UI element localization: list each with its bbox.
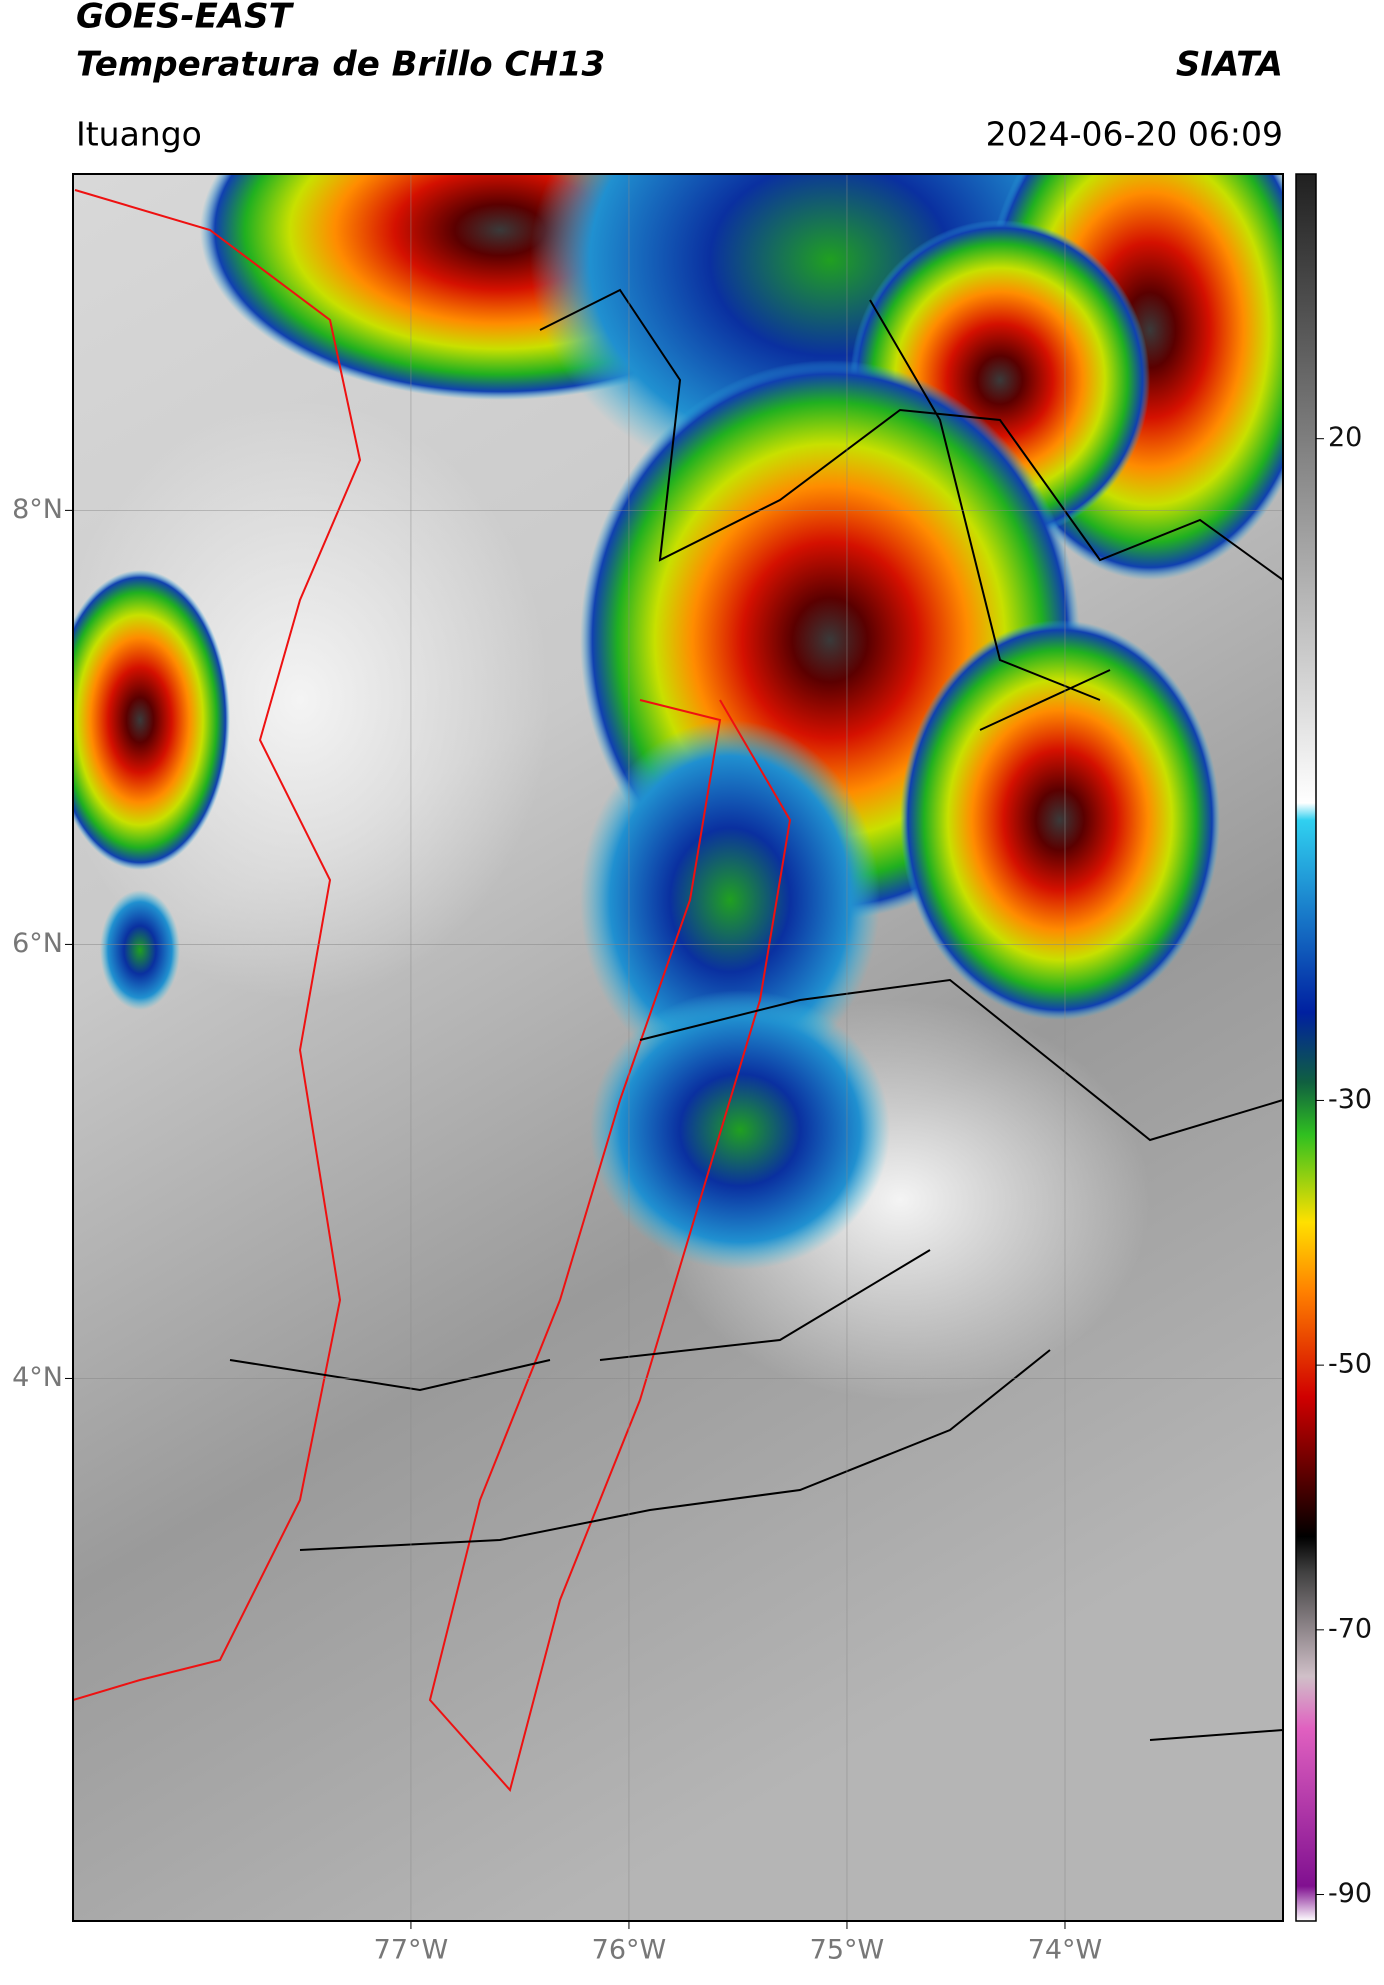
title-line2: Temperatura de Brillo CH13 <box>76 45 605 85</box>
cloud <box>100 890 180 1010</box>
title-line1: GOES-EAST <box>76 0 295 37</box>
map-frame <box>72 173 1284 1922</box>
colorbar-tick-label: 20 <box>1328 422 1362 453</box>
x-tick-label: 76°W <box>592 1935 667 1966</box>
colorbar-tick-label: -90 <box>1328 1878 1372 1909</box>
colorbar-tick-label: -30 <box>1328 1084 1372 1115</box>
cloud <box>580 720 880 1080</box>
datetime: 2024-06-20 06:09 <box>986 115 1283 154</box>
cloud <box>73 400 550 1000</box>
source: SIATA <box>1176 45 1283 85</box>
colorbar-tick-label: -70 <box>1328 1613 1372 1644</box>
x-tick-label: 75°W <box>810 1935 885 1966</box>
coastline <box>73 189 362 1701</box>
y-tick-label: 6°N <box>12 928 63 959</box>
admin-boundary <box>229 288 1283 1741</box>
cloud <box>590 990 890 1270</box>
y-tick-label: 8°N <box>12 494 63 525</box>
y-tick-label: 4°N <box>12 1362 63 1393</box>
colorbar-tick-label: -50 <box>1328 1349 1372 1380</box>
colorbar <box>1295 173 1317 1922</box>
cloud <box>73 570 230 870</box>
region-boundary <box>428 699 792 1793</box>
location: Ituango <box>76 115 202 154</box>
graticule <box>73 174 1283 1921</box>
x-tick-label: 74°W <box>1028 1935 1103 1966</box>
map-image <box>73 174 1283 1921</box>
cloud <box>900 620 1220 1020</box>
x-tick-label: 77°W <box>374 1935 449 1966</box>
